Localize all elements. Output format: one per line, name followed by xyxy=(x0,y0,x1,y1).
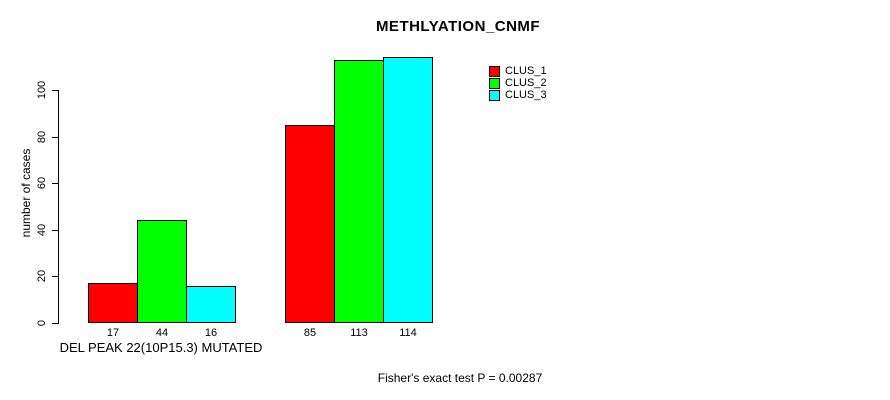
bar-clus_1-group2 xyxy=(285,125,335,323)
legend-swatch-clus_2 xyxy=(489,78,500,89)
y-tick xyxy=(52,276,58,278)
y-tick xyxy=(52,183,58,185)
bar-value-label: 114 xyxy=(399,327,417,339)
y-tick xyxy=(52,323,58,324)
y-tick-label: 0 xyxy=(36,319,48,327)
y-axis-line xyxy=(58,90,59,324)
y-tick xyxy=(52,229,58,231)
bar-value-label: 16 xyxy=(204,327,218,339)
x-axis-group-label: DEL PEAK 22(10P15.3) MUTATED xyxy=(59,340,263,355)
chart-title: METHLYATION_CNMF xyxy=(375,18,541,35)
bar-value-label: 85 xyxy=(303,327,317,339)
bar-clus_2-group1 xyxy=(137,220,187,323)
y-axis-label: number of cases xyxy=(19,148,33,238)
bar-clus_1-group1 xyxy=(88,283,138,323)
legend-label: CLUS_3 xyxy=(505,89,547,101)
y-tick-label: 40 xyxy=(36,223,48,236)
legend-label: CLUS_1 xyxy=(505,65,547,77)
bar-clus_2-group2 xyxy=(334,60,384,323)
y-tick xyxy=(52,90,58,91)
y-tick-label: 20 xyxy=(36,270,48,283)
bar-value-label: 113 xyxy=(350,327,368,339)
legend-label: CLUS_2 xyxy=(505,77,547,89)
y-tick-label: 100 xyxy=(36,80,48,100)
bar-clus_3-group2 xyxy=(383,57,433,323)
bar-clus_3-group1 xyxy=(186,286,236,323)
y-tick-label: 80 xyxy=(36,130,48,143)
legend-swatch-clus_1 xyxy=(489,66,500,77)
y-tick-label: 60 xyxy=(36,177,48,190)
legend-swatch-clus_3 xyxy=(489,90,500,101)
fisher-test-annotation: Fisher's exact test P = 0.00287 xyxy=(377,371,543,385)
bar-value-label: 17 xyxy=(106,327,120,339)
bar-value-label: 44 xyxy=(155,327,169,339)
y-tick xyxy=(52,136,58,138)
